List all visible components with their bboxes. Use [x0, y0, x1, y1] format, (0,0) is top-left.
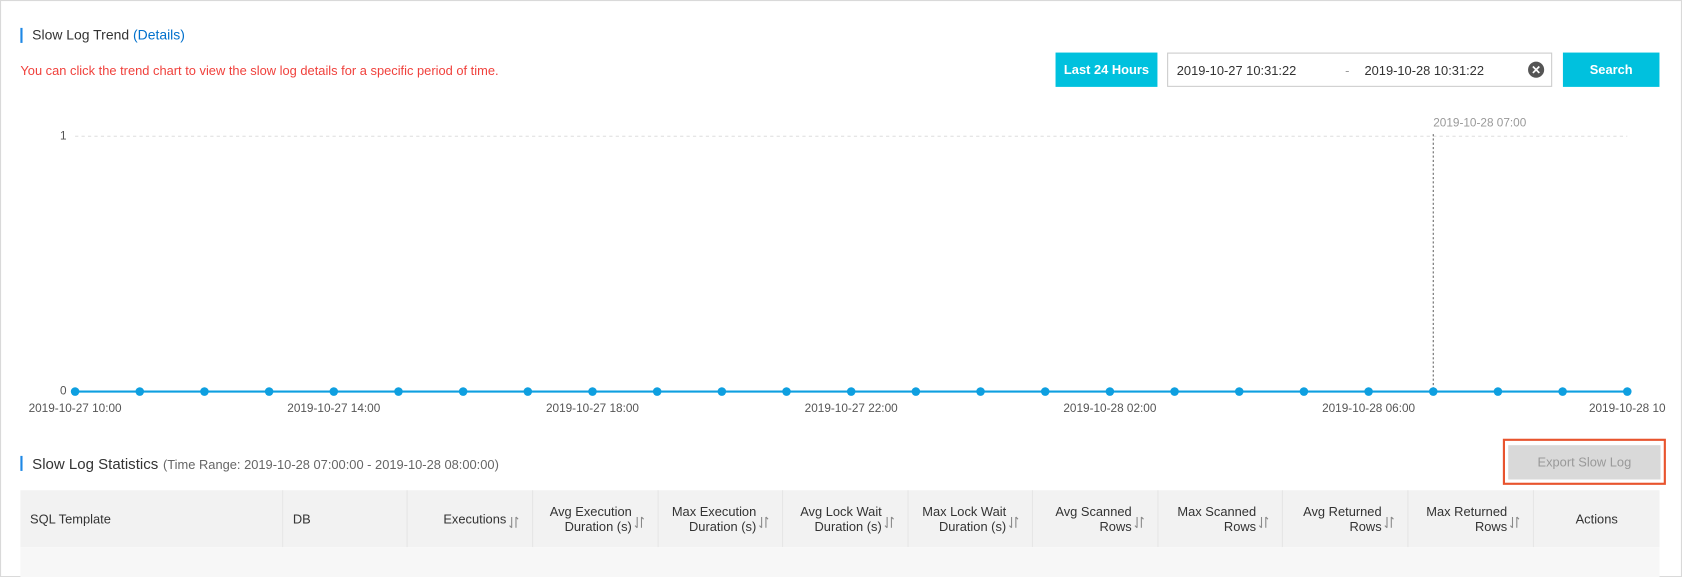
point: [717, 387, 727, 396]
sort-icon[interactable]: [508, 516, 521, 529]
header-text: Avg Lock Wait Duration (s): [800, 503, 882, 534]
sort-icon[interactable]: [1509, 516, 1522, 529]
sort-icon[interactable]: [634, 516, 647, 529]
y-tick-label: 1: [60, 129, 67, 142]
x-tick-label: 2019-10-28 06:00: [1322, 402, 1415, 415]
column-header[interactable]: Avg Returned Rows: [1283, 490, 1409, 548]
highlight-box: [1502, 438, 1666, 485]
trend-heading: Slow Log Trend (Details): [32, 27, 185, 43]
time-range: (Time Range: 2019-10-28 07:00:00 - 2019-…: [163, 456, 499, 472]
header-text: Executions: [443, 511, 507, 527]
sort-icon[interactable]: [884, 516, 897, 529]
column-header[interactable]: Avg Scanned Rows: [1033, 490, 1159, 548]
search-button[interactable]: Search: [1562, 52, 1660, 87]
stats-heading: Slow Log Statistics (Time Range: 2019-10…: [32, 455, 499, 474]
table-header: SQL Template DB Executions Avg Execution Du…: [20, 490, 1660, 548]
point: [523, 387, 533, 396]
section-marker: [20, 27, 23, 43]
export-button[interactable]: Export Slow Log: [1508, 445, 1661, 480]
header-text: Avg Scanned Rows: [1055, 503, 1132, 534]
column-header[interactable]: Max Scanned Rows: [1159, 490, 1283, 548]
point: [846, 387, 856, 396]
point: [588, 387, 597, 396]
column-header[interactable]: Max Execution Duration (s): [659, 490, 784, 548]
x-tick-label: 2019-10-28 02:00: [1063, 402, 1156, 415]
hint: You can click the trend chart to view th…: [20, 63, 499, 79]
x-tick-label: 2019-10-28 10: [1589, 402, 1666, 415]
start-date: 2019-10-27 10:31:22: [1176, 63, 1297, 79]
range-button[interactable]: Last 24 Hours: [1055, 52, 1158, 87]
trend-chart[interactable]: 0 1 2019-10-27 10:00 2019-10-27 14:00 2019-1…: [0, 0, 1682, 429]
x-tick-label: 2019-10-27 10:00: [29, 402, 122, 415]
header-text: Max Scanned Rows: [1177, 503, 1257, 534]
x-tick-label: 2019-10-27 14:00: [287, 402, 380, 415]
header-text: Max Returned Rows: [1426, 503, 1508, 534]
point: [394, 387, 403, 396]
point: [200, 387, 209, 396]
point: [1428, 387, 1438, 396]
point: [976, 387, 985, 396]
point: [1105, 387, 1115, 396]
point: [264, 387, 274, 396]
x-tick-label: 2019-10-27 18:00: [546, 402, 639, 415]
point: [458, 387, 468, 396]
header-text: Actions: [1575, 511, 1618, 527]
point: [1040, 387, 1050, 396]
column-header: DB: [283, 490, 408, 548]
column-header[interactable]: Executions: [408, 490, 534, 548]
sort-icon[interactable]: [1258, 516, 1271, 529]
separator: -: [1345, 63, 1350, 79]
point: [1493, 387, 1503, 396]
sort-icon[interactable]: [758, 516, 771, 529]
point: [1558, 387, 1567, 396]
details-link[interactable]: (Details): [132, 26, 185, 43]
column-header[interactable]: Avg Execution Duration (s): [533, 490, 659, 548]
stats-title: Slow Log Statistics: [32, 454, 159, 472]
header-text: SQL Template: [30, 511, 111, 527]
point: [135, 387, 145, 396]
point: [652, 387, 662, 396]
header-text: Max Lock Wait Duration (s): [922, 503, 1007, 534]
trend-title: Slow Log Trend: [32, 26, 130, 43]
point: [70, 387, 80, 396]
date-range[interactable]: 2019-10-27 10:31:22 - 2019-10-28 10:31:2…: [1167, 52, 1553, 87]
section-marker: [20, 455, 23, 471]
column-header[interactable]: Max Returned Rows: [1408, 490, 1534, 548]
header-text: DB: [292, 511, 311, 527]
clear-icon[interactable]: [1528, 61, 1545, 78]
point: [1622, 387, 1632, 396]
sort-icon[interactable]: [1384, 516, 1397, 529]
sort-icon[interactable]: [1008, 516, 1021, 529]
crosshair-label: 2019-10-28 07:00: [1433, 116, 1526, 129]
column-header[interactable]: Avg Lock Wait Duration (s): [783, 490, 909, 548]
point: [1170, 387, 1179, 396]
point: [329, 387, 339, 396]
column-header[interactable]: Max Lock Wait Duration (s): [909, 490, 1034, 548]
sort-icon[interactable]: [1134, 516, 1147, 529]
header-text: Avg Returned Rows: [1303, 503, 1382, 534]
point: [1234, 387, 1244, 396]
point: [1299, 387, 1309, 396]
end-date: 2019-10-28 10:31:22: [1364, 63, 1485, 79]
point: [1364, 387, 1373, 396]
column-header: Actions: [1534, 490, 1660, 547]
header-text: Avg Execution Duration (s): [549, 503, 632, 534]
header-text: Max Execution Duration (s): [671, 503, 757, 534]
point: [782, 387, 791, 396]
column-header: SQL Template: [20, 490, 284, 548]
y-tick-label: 0: [60, 385, 67, 398]
point: [911, 387, 921, 396]
table-body: [20, 547, 1660, 577]
x-tick-label: 2019-10-27 22:00: [805, 402, 898, 415]
